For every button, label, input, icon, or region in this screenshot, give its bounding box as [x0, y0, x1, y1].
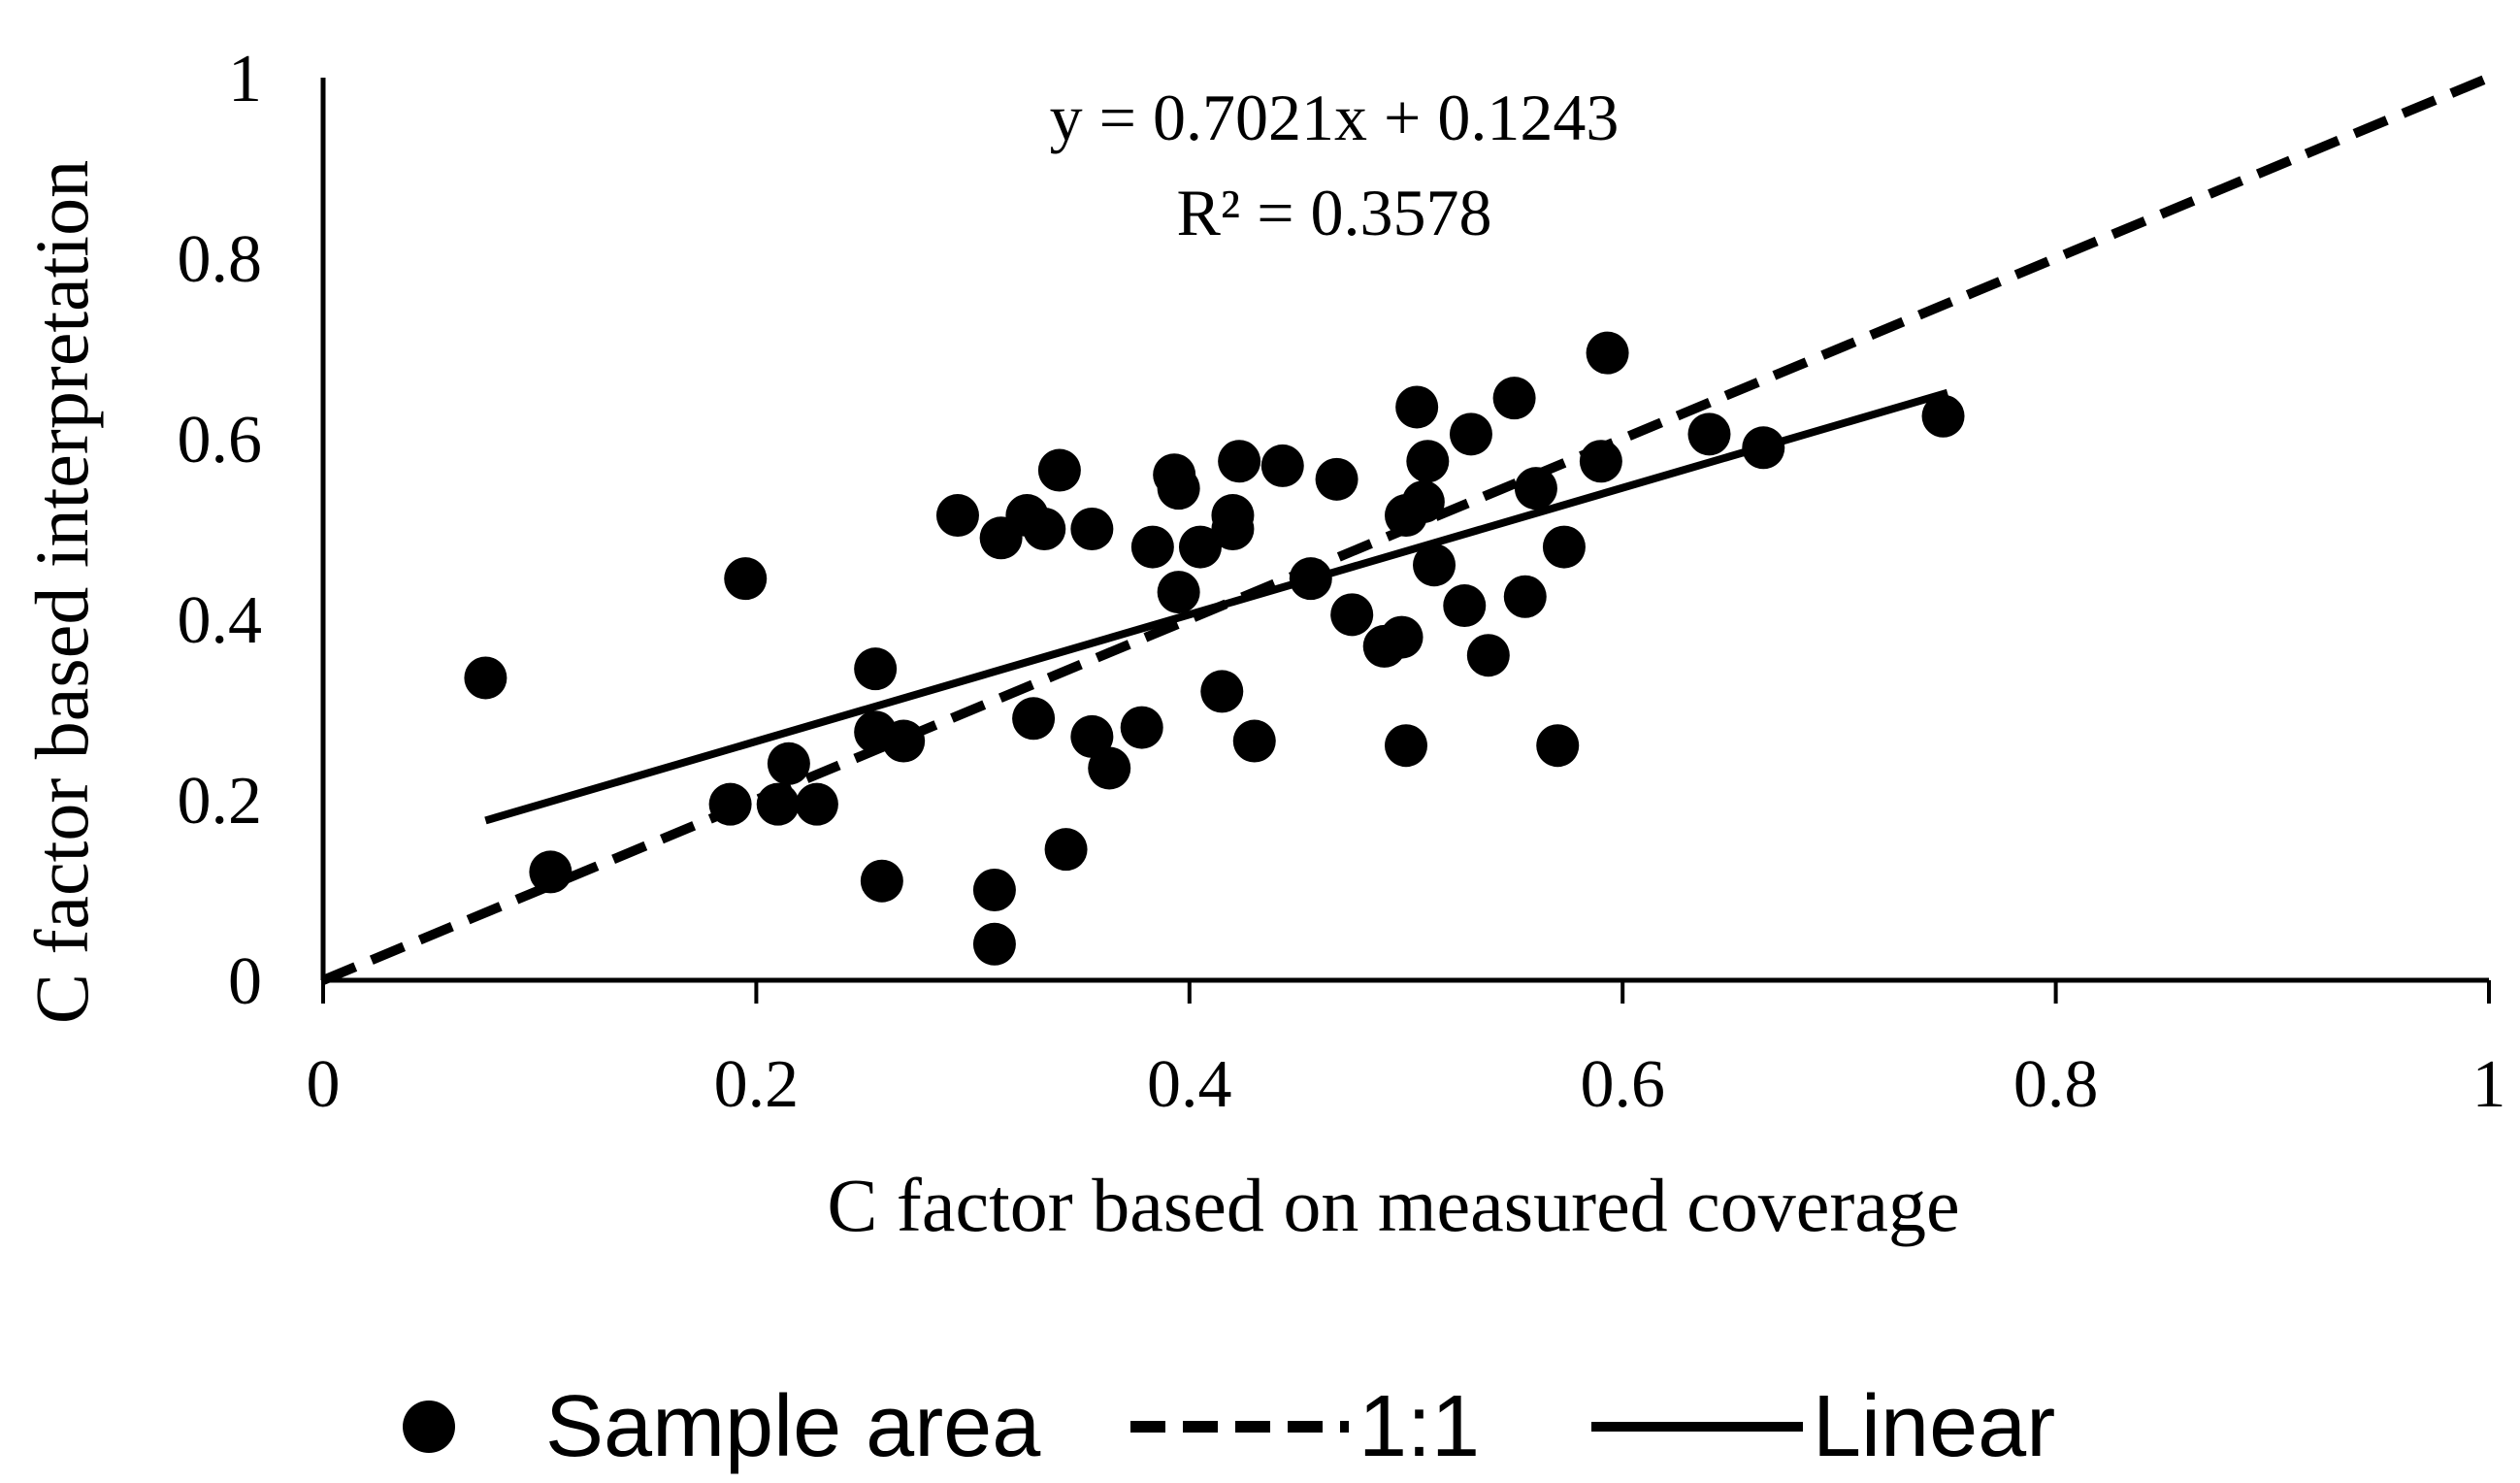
regression-equation: y = 0.7021x + 0.1243 — [1050, 81, 1620, 154]
data-point — [1044, 828, 1088, 872]
chart-marks — [321, 73, 2491, 985]
data-point — [972, 869, 1016, 911]
legend-marker-icon — [403, 1401, 455, 1453]
data-point — [767, 742, 810, 785]
data-point — [1157, 467, 1200, 511]
data-point — [1211, 494, 1255, 538]
legend-label-linear: Linear — [1813, 1378, 2055, 1475]
x-tick-label: 0.8 — [2013, 1047, 2099, 1122]
data-point — [1542, 525, 1586, 569]
y-tick-label: 0.6 — [178, 403, 263, 478]
x-tick-label: 1 — [2472, 1047, 2506, 1122]
data-point — [464, 656, 507, 700]
data-point — [1586, 331, 1629, 375]
data-point — [1070, 508, 1114, 550]
data-point — [1514, 467, 1557, 511]
x-tick-label: 0.4 — [1147, 1047, 1232, 1122]
data-point — [1536, 724, 1580, 768]
legend-label-sample-area: Sample area — [545, 1378, 1041, 1475]
data-point — [1401, 480, 1445, 524]
y-tick-label: 0 — [228, 944, 262, 1019]
data-point — [1385, 724, 1427, 768]
y-tick-label: 0.4 — [178, 583, 263, 658]
legend: Sample area 1:1 Linear — [403, 1378, 2055, 1475]
data-point — [708, 782, 752, 826]
data-point — [1315, 457, 1358, 501]
y-tick-label: 1 — [228, 42, 262, 116]
data-point — [1130, 525, 1174, 569]
data-point — [1200, 670, 1244, 713]
data-point — [1443, 584, 1487, 628]
data-point — [1449, 412, 1492, 456]
data-point — [1070, 714, 1114, 758]
data-point — [1380, 615, 1424, 659]
legend-label-one-to-one: 1:1 — [1358, 1378, 1480, 1475]
data-point — [1289, 557, 1332, 601]
data-point — [1023, 508, 1066, 550]
data-point — [1037, 448, 1081, 492]
data-point — [1742, 426, 1785, 470]
data-point — [1330, 593, 1374, 637]
data-point — [1492, 377, 1536, 420]
y-tick-label: 0.8 — [178, 222, 263, 297]
data-point — [935, 494, 979, 538]
data-point — [1157, 571, 1200, 614]
data-point — [1260, 444, 1304, 487]
data-point — [1178, 525, 1222, 569]
data-point — [1921, 394, 1965, 438]
data-point — [1232, 719, 1276, 763]
data-point — [1687, 412, 1731, 456]
y-axis-title: C factor based interpretation — [19, 160, 104, 1024]
x-tick-label: 0.6 — [1580, 1047, 1665, 1122]
r-squared-label: R² = 0.3578 — [1176, 176, 1491, 249]
x-tick-label: 0 — [307, 1047, 341, 1122]
data-point — [529, 850, 573, 894]
data-point — [882, 719, 926, 763]
data-point — [860, 859, 903, 903]
data-point — [756, 782, 800, 826]
data-point — [1413, 544, 1456, 587]
plot-area: 0 0.2 0.4 0.6 0.8 1 0 0.2 0.4 0.6 0.8 1 — [178, 42, 2506, 1122]
data-point — [1012, 697, 1056, 741]
x-axis-title: C factor based on measured coverage — [827, 1163, 1959, 1247]
data-point — [1503, 575, 1547, 618]
trendline — [484, 388, 1949, 825]
data-point — [1579, 440, 1622, 483]
data-point — [724, 557, 768, 601]
data-point — [1088, 746, 1131, 790]
data-point — [1406, 440, 1450, 483]
data-point — [1120, 706, 1163, 749]
data-point — [795, 782, 838, 826]
data-point — [1218, 440, 1261, 483]
data-point — [854, 647, 898, 691]
data-point — [972, 922, 1016, 966]
data-point — [1395, 385, 1439, 429]
data-point — [1466, 634, 1510, 677]
x-tick-label: 0.2 — [714, 1047, 800, 1122]
y-tick-label: 0.2 — [178, 764, 263, 839]
